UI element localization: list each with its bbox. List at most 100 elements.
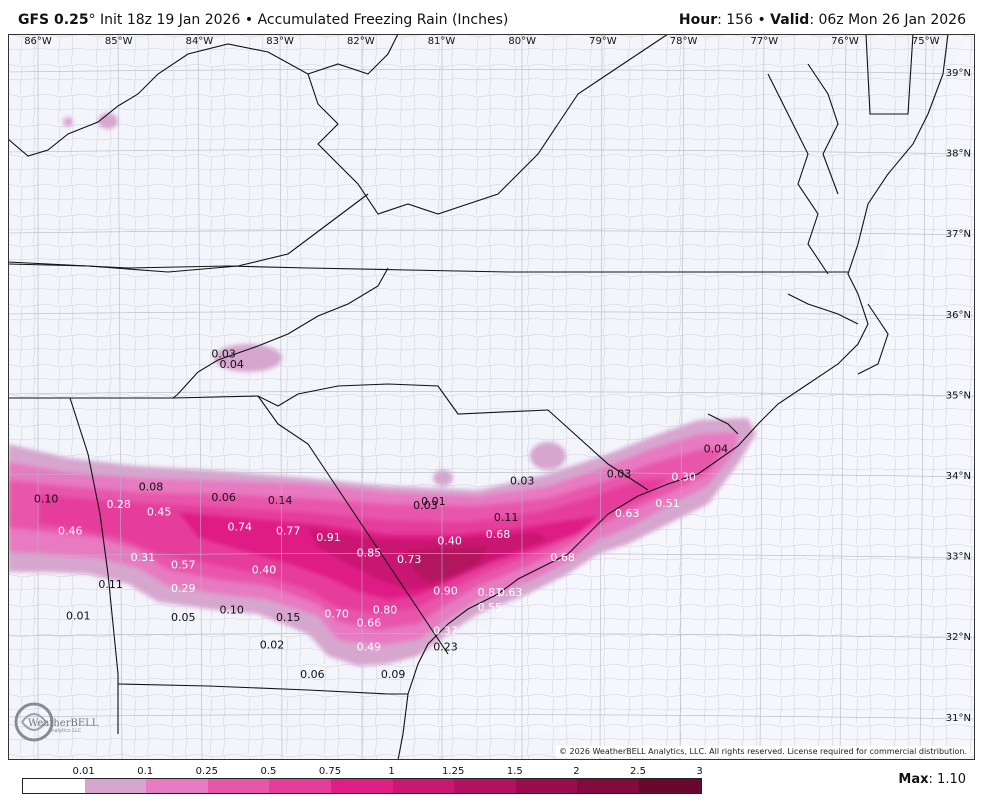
point-value-label: 0.63: [498, 586, 523, 599]
point-value-label: 0.05: [171, 611, 196, 624]
point-value-label: 0.11: [494, 511, 519, 524]
latitude-tick-label: 35°N: [946, 390, 971, 401]
point-value-label: 0.15: [276, 611, 301, 624]
coastline: [397, 34, 949, 760]
copyright-notice: © 2026 WeatherBELL Analytics, LLC. All r…: [556, 746, 970, 757]
valid-bullet: •: [757, 12, 766, 28]
point-value-label: 0.80: [373, 604, 398, 617]
legend-threshold-label: 1.25: [442, 766, 465, 777]
longitude-tick-label: 83°W: [266, 36, 294, 47]
longitude-tick-label: 76°W: [831, 36, 859, 47]
graticule: [8, 34, 975, 760]
longitude-tick-label: 80°W: [508, 36, 536, 47]
point-value-label: 0.55: [478, 601, 503, 614]
point-value-label: 0.85: [357, 546, 382, 559]
legend-threshold-label: 0.01: [72, 766, 95, 777]
latitude-tick-label: 37°N: [946, 229, 971, 240]
point-value-label: 0.03: [211, 347, 236, 360]
legend-color-swatch: [146, 779, 208, 793]
point-value-label: 0.03: [510, 475, 535, 488]
point-value-label: 0.57: [171, 559, 196, 572]
point-value-label: 0.06: [211, 491, 236, 504]
valid-time: Hour: 156 • Valid: 06z Mon 26 Jan 2026: [679, 12, 966, 28]
point-value-label: 0.31: [131, 551, 156, 564]
point-value-label: 0.10: [219, 604, 244, 617]
point-value-label: 0.40: [437, 534, 462, 547]
point-value-label: 0.73: [397, 553, 422, 566]
point-values: 0.030.040.040.300.510.630.030.030.110.01…: [34, 347, 728, 681]
point-value-label: 0.37: [433, 625, 458, 638]
latitude-tick-label: 34°N: [946, 471, 971, 482]
longitude-tick-label: 82°W: [347, 36, 375, 47]
latitude-ticks: 39°N 38°N 37°N 36°N 35°N 34°N 33°N 32°N 31°N: [946, 68, 971, 724]
point-value-label: 0.46: [58, 525, 83, 538]
model-name: GFS 0.25: [18, 12, 89, 28]
valid-value: : 06z Mon 26 Jan 2026: [809, 12, 966, 28]
point-value-label: 0.81: [478, 586, 503, 599]
legend-threshold-label: 3: [696, 766, 703, 777]
latitude-tick-label: 32°N: [946, 632, 971, 643]
hour-label: Hour: [678, 12, 718, 28]
point-value-label: 0.68: [550, 551, 575, 564]
point-value-label: 0.10: [34, 492, 59, 505]
point-value-label: 0.68: [486, 528, 511, 541]
freezing-rain-shading: [8, 113, 756, 666]
point-value-label: 0.04: [704, 442, 729, 455]
legend-threshold-label: 2.5: [630, 766, 646, 777]
valid-label: Valid: [770, 12, 810, 28]
map-frame: [8, 34, 975, 760]
legend-color-swatch: [577, 779, 639, 793]
latitude-tick-label: 33°N: [946, 552, 971, 563]
legend-threshold-label: 2: [573, 766, 580, 777]
hour-value: : 156: [717, 12, 753, 28]
longitude-tick-label: 79°W: [589, 36, 617, 47]
legend-color-swatch: [454, 779, 516, 793]
map-title: GFS 0.25° Init 18z 19 Jan 2026 • Accumul…: [18, 12, 508, 28]
longitude-tick-label: 85°W: [105, 36, 133, 47]
legend-color-swatch: [638, 779, 701, 793]
point-value-label: 0.90: [433, 584, 458, 597]
county-lines: [8, 34, 975, 760]
max-number: : 1.10: [928, 772, 966, 787]
legend-color-bar: [22, 778, 702, 794]
point-value-label: 0.23: [433, 641, 458, 654]
point-value-label: 0.45: [147, 505, 172, 518]
legend-threshold-label: 0.1: [137, 766, 154, 777]
point-value-label: 0.91: [316, 531, 341, 544]
latitude-tick-label: 38°N: [946, 149, 971, 160]
legend-color-swatch: [330, 779, 393, 793]
point-value-label: 0.06: [300, 668, 325, 681]
max-value: Max: 1.10: [898, 772, 966, 787]
longitude-ticks: 86°W 85°W 84°W 83°W 82°W 81°W 80°W 79°W 78°W 77°W…: [24, 36, 939, 47]
legend-threshold-label: 0.75: [318, 766, 342, 777]
point-value-label: 0.74: [228, 521, 253, 534]
title-bullet: •: [244, 12, 254, 28]
logo-subtext: Analytics LLC: [48, 728, 82, 734]
legend-color-swatch: [84, 779, 147, 793]
point-value-label: 0.66: [357, 617, 382, 630]
point-value-label: 0.01: [421, 495, 446, 508]
logo-swirl-icon: WeatherBELL Analytics LLC: [14, 702, 99, 742]
legend-color-swatch: [269, 779, 331, 793]
max-label: Max: [898, 772, 929, 787]
degree-symbol: °: [88, 12, 96, 28]
latitude-tick-label: 31°N: [946, 713, 971, 724]
point-value-label: 0.08: [139, 480, 164, 493]
legend-color-swatch: [23, 779, 85, 793]
logo-text: WeatherBELL: [28, 718, 99, 729]
legend-threshold-label: 1.5: [506, 766, 523, 777]
legend-threshold-label: 0.5: [260, 766, 277, 777]
point-value-label: 0.03: [607, 467, 632, 480]
point-value-label: 0.14: [268, 494, 293, 507]
point-value-label: 0.11: [98, 578, 123, 591]
weatherbell-logo: WeatherBELL Analytics LLC: [12, 700, 102, 746]
init-time: Init 18z 19 Jan 2026: [100, 12, 241, 28]
legend-color-swatch: [392, 779, 455, 793]
point-value-label: 0.63: [615, 507, 640, 520]
longitude-tick-label: 78°W: [670, 36, 698, 47]
point-value-label: 0.03: [413, 499, 438, 512]
longitude-tick-label: 75°W: [912, 36, 940, 47]
longitude-tick-label: 86°W: [24, 36, 52, 47]
latitude-tick-label: 36°N: [946, 310, 971, 321]
legend-threshold-label: 0.25: [195, 766, 218, 777]
